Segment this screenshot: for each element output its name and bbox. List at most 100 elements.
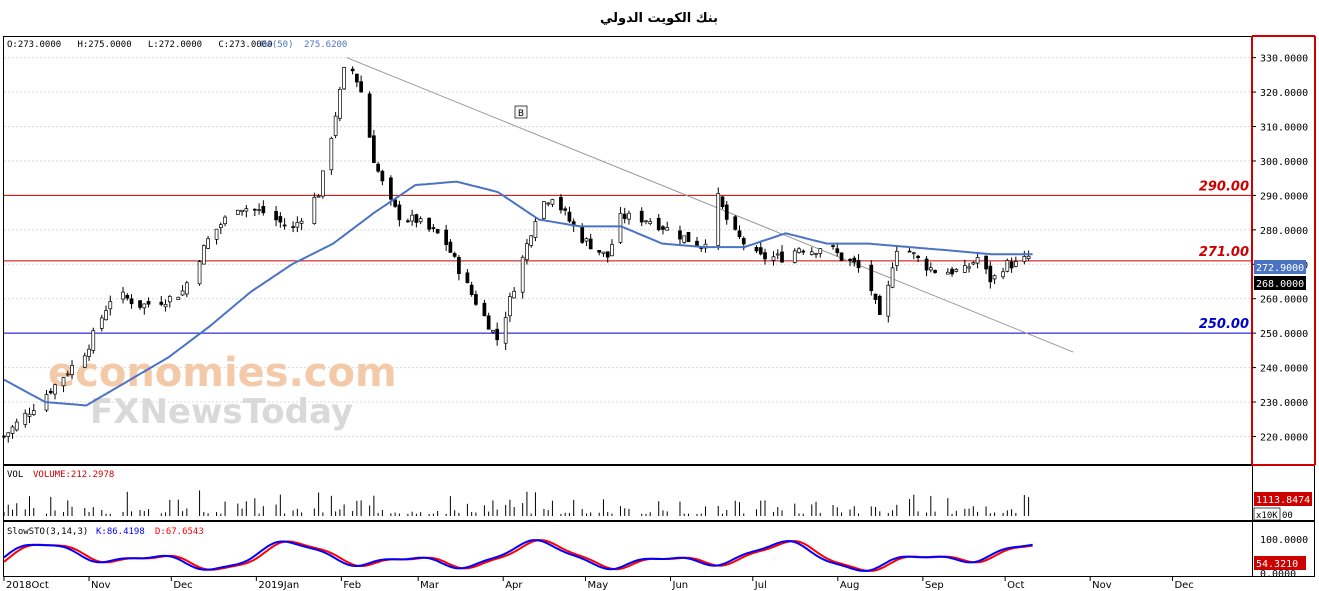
- candle-body: [121, 291, 125, 300]
- candle-body: [469, 284, 474, 295]
- candle-body: [282, 224, 287, 227]
- candle-body: [916, 255, 920, 259]
- month-label: 2019Jan: [258, 580, 299, 591]
- candle-body: [333, 115, 338, 136]
- month-label: Dec: [1174, 580, 1193, 591]
- candle-body: [1022, 256, 1027, 262]
- stoch-badge-text: 54.3210: [1256, 559, 1298, 570]
- candle-body: [295, 222, 300, 228]
- trendline[interactable]: [346, 57, 1074, 353]
- stoch-k-line[interactable]: [3, 539, 1033, 572]
- candle-body: [550, 199, 555, 205]
- signal-marker[interactable]: [514, 105, 528, 119]
- price-tick-label: 290.0000: [1260, 191, 1308, 202]
- price-panel[interactable]: [3, 36, 1253, 465]
- candle-body: [763, 252, 767, 260]
- candle-body: [27, 413, 32, 417]
- month-label: Nov: [1092, 580, 1112, 591]
- candle-body: [329, 137, 334, 171]
- candle-body: [23, 412, 28, 425]
- candle-body: [792, 250, 797, 263]
- x-axis-month-labels: 2018Oct Nov Dec 2019Jan Feb Mar Apr May Jun Jul Au…: [3, 577, 1194, 591]
- candle-body: [618, 212, 623, 243]
- candle-body: [435, 229, 440, 234]
- candle-body: [852, 257, 857, 263]
- candle-body: [444, 229, 448, 245]
- candle-body: [486, 315, 491, 330]
- candle-body: [380, 170, 385, 182]
- candle-body: [869, 264, 874, 292]
- candle-body: [6, 432, 11, 437]
- candle-body: [125, 295, 130, 299]
- month-label: Jun: [672, 580, 689, 591]
- candle-body: [737, 230, 742, 238]
- candle-body: [831, 245, 835, 247]
- candle-body: [605, 251, 610, 258]
- chart-title: بنك الكويت الدولي: [600, 11, 718, 26]
- month-label: Sep: [925, 580, 944, 591]
- candle-body: [257, 209, 261, 211]
- volume-label: VOL: [7, 470, 23, 480]
- volume-scale: x10K: [1256, 511, 1278, 521]
- candle-body: [206, 238, 210, 249]
- candle-body: [142, 303, 147, 309]
- price-tick-label: 260.0000: [1260, 295, 1308, 306]
- candle-body: [559, 196, 563, 211]
- candle-body: [82, 355, 87, 368]
- price-tick-label: 240.0000: [1260, 364, 1308, 375]
- candle-body: [1005, 260, 1010, 272]
- candle-body: [644, 220, 648, 223]
- candle-body: [503, 317, 508, 344]
- candle-body: [278, 216, 283, 223]
- candle-body: [848, 259, 852, 262]
- candle-body: [780, 251, 784, 263]
- stoch-d-line[interactable]: [3, 539, 1033, 572]
- month-label: Apr: [505, 580, 523, 591]
- candle-body: [733, 216, 738, 230]
- candle-body: [491, 330, 495, 333]
- stoch-label: SlowSTO(3,14,3): [7, 527, 88, 537]
- candle-body: [448, 241, 453, 253]
- stoch-d-label: D:67.6543: [155, 527, 204, 537]
- candle-body: [665, 227, 670, 231]
- ma50-line[interactable]: [3, 180, 1033, 407]
- level-label: 271.00: [1199, 245, 1249, 260]
- candle-body: [754, 247, 759, 252]
- candle-body: [252, 208, 257, 211]
- candle-body: [584, 238, 589, 242]
- candle-body: [907, 250, 912, 253]
- candle-body: [520, 256, 525, 293]
- candle-body: [877, 295, 882, 315]
- candle-body: [512, 290, 517, 299]
- watermark-economies: economies.com: [48, 350, 397, 396]
- candle-body: [588, 238, 593, 250]
- candle-body: [372, 135, 376, 163]
- stoch-k-label: K:86.4198: [96, 527, 145, 537]
- candle-body: [261, 206, 266, 214]
- candle-body: [70, 365, 74, 376]
- stoch-badge: [1254, 556, 1306, 570]
- candle-body: [809, 251, 814, 255]
- volume-panel[interactable]: [3, 465, 1253, 521]
- candle-body: [338, 89, 342, 119]
- candle-body: [99, 317, 104, 329]
- candle-body: [771, 256, 776, 261]
- candle-body: [108, 301, 113, 310]
- candle-body: [686, 232, 691, 243]
- horizontal-levels: 290.00 271.00 250.00: [4, 179, 1252, 334]
- candle-body: [1001, 271, 1005, 278]
- candle-body: [48, 390, 53, 394]
- candle-body: [176, 296, 181, 300]
- candle-body: [610, 244, 614, 257]
- candle-body: [873, 293, 878, 300]
- candle-body: [482, 302, 487, 317]
- candle-body: [856, 259, 861, 269]
- candle-body: [890, 267, 895, 288]
- price-tick-label: 330.0000: [1260, 54, 1308, 65]
- candle-body: [984, 255, 988, 270]
- level-label: 250.00: [1199, 317, 1249, 332]
- candle-body: [839, 252, 844, 261]
- candle-body: [244, 208, 249, 212]
- candle-body: [529, 235, 534, 246]
- candle-body: [720, 196, 725, 208]
